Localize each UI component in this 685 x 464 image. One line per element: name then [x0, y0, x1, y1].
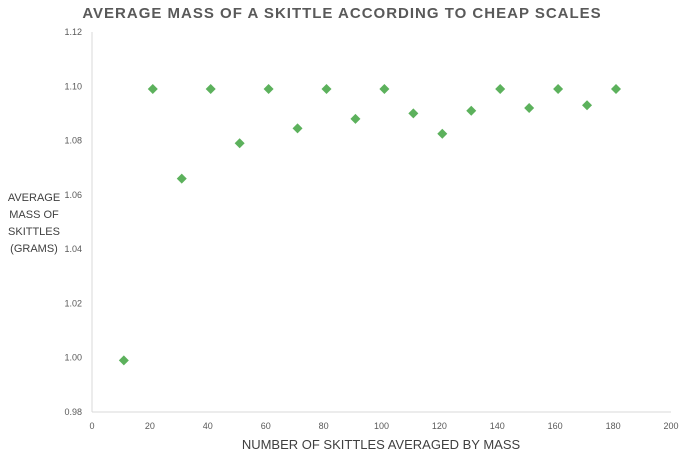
data-point: [147, 84, 158, 94]
data-point: [379, 84, 390, 94]
data-point: [553, 84, 564, 94]
x-tick-label: 140: [490, 421, 505, 431]
y-tick-label: 1.12: [64, 27, 82, 37]
x-tick-label: 80: [319, 421, 329, 431]
y-axis-title-line: MASS OF: [9, 209, 59, 221]
x-tick-label: 40: [203, 421, 213, 431]
data-point: [495, 84, 506, 94]
data-point: [205, 84, 216, 94]
data-point: [610, 84, 621, 94]
y-tick-label: 1.04: [64, 244, 82, 254]
y-axis-title-line: (GRAMS): [10, 243, 58, 255]
data-point: [408, 108, 419, 119]
x-tick-label: 100: [374, 421, 389, 431]
data-point: [582, 100, 593, 111]
x-tick-label: 180: [606, 421, 621, 431]
y-axis-ticks: 0.98 1.00 1.02 1.04 1.06 1.08 1.10 1.12: [64, 27, 82, 417]
y-tick-label: 1.08: [64, 136, 82, 146]
data-point: [437, 128, 448, 139]
data-point: [263, 84, 274, 94]
data-point: [292, 123, 303, 134]
chart-title: AVERAGE MASS OF A SKITTLE ACCORDING TO C…: [82, 5, 601, 22]
y-axis-title-line: SKITTLES: [8, 226, 60, 238]
y-tick-label: 1.06: [64, 190, 82, 200]
x-axis-title: NUMBER OF SKITTLES AVERAGED BY MASS: [242, 437, 521, 452]
x-tick-label: 160: [548, 421, 563, 431]
y-tick-label: 1.10: [64, 81, 82, 91]
x-tick-label: 120: [432, 421, 447, 431]
x-tick-label: 60: [261, 421, 271, 431]
y-axis-title-line: AVERAGE: [8, 192, 60, 204]
data-points: [118, 84, 621, 366]
data-point: [321, 84, 332, 94]
data-point: [466, 105, 477, 116]
y-tick-label: 1.00: [64, 353, 82, 363]
x-tick-label: 0: [89, 421, 94, 431]
data-point: [234, 138, 245, 149]
plot-area: [91, 32, 671, 413]
y-tick-label: 0.98: [64, 407, 82, 417]
x-axis-ticks: 0 20 40 60 80 100 120 140 160 180 200: [89, 421, 678, 431]
x-tick-label: 20: [145, 421, 155, 431]
data-point: [118, 355, 129, 366]
y-tick-label: 1.02: [64, 298, 82, 308]
data-point: [524, 103, 535, 113]
data-point: [176, 173, 187, 184]
data-point: [350, 113, 361, 124]
y-axis-title: AVERAGE MASS OF SKITTLES (GRAMS): [8, 192, 60, 255]
x-tick-label: 200: [663, 421, 678, 431]
